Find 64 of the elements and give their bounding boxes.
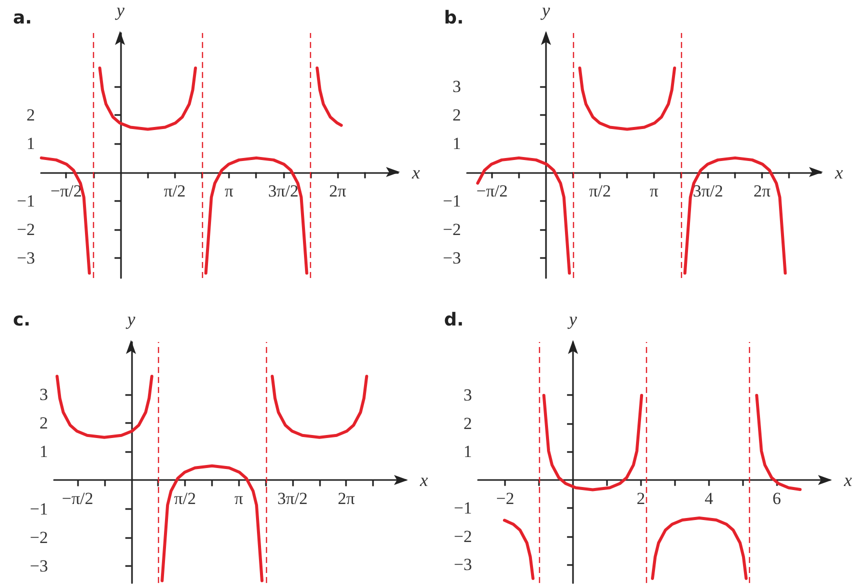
line-series	[476, 156, 571, 275]
line-series	[502, 518, 534, 580]
line-series	[270, 374, 368, 439]
y-tick-label: −3	[454, 555, 472, 574]
x-tick-label: −π/2	[476, 181, 508, 200]
y-tick-label: 1	[452, 134, 461, 154]
chart-title: d.	[444, 310, 464, 330]
y-tick-label: −2	[30, 528, 48, 547]
x-tick-label: −π/2	[62, 489, 94, 508]
y-tick-label: 2	[40, 414, 48, 433]
y-tick-label: −1	[30, 499, 48, 518]
line-series	[40, 156, 91, 275]
y-tick-label: −1	[442, 191, 461, 210]
x-tick-label: 3π/2	[692, 181, 724, 200]
y-axis-title: y	[567, 309, 578, 329]
y-tick-label: −2	[442, 220, 461, 240]
chart-title: c.	[13, 310, 31, 330]
y-axis-title: y	[125, 309, 136, 329]
y-tick-label: −1	[16, 191, 35, 210]
y-tick-label: 1	[40, 442, 48, 462]
y-tick-label: −2	[454, 526, 472, 546]
y-tick-label: 3	[464, 386, 472, 405]
x-tick-label: π	[224, 181, 234, 200]
y-tick-label: 2	[26, 105, 35, 124]
line-series	[578, 66, 676, 131]
line-series	[98, 66, 197, 131]
x-tick-label: −2	[496, 488, 514, 508]
y-tick-label: −3	[30, 556, 48, 576]
x-axis-title: x	[843, 470, 852, 490]
x-tick-label: 2	[636, 488, 646, 508]
x-tick-label: 2π	[329, 181, 347, 200]
y-tick-label: −2	[16, 220, 35, 240]
x-tick-label: π/2	[164, 181, 186, 200]
y-tick-label: −1	[454, 498, 472, 518]
x-tick-label: 2π	[338, 489, 356, 508]
y-axis-title: y	[114, 0, 124, 20]
x-tick-label: −π/2	[50, 181, 82, 200]
line-series	[316, 66, 343, 127]
x-tick-label: π	[234, 489, 244, 508]
line-series	[755, 394, 802, 491]
x-tick-label: 6	[772, 488, 781, 508]
y-axis-title: y	[540, 0, 550, 20]
x-tick-label: π/2	[589, 181, 611, 200]
line-series	[542, 394, 644, 492]
y-tick-label: 1	[26, 134, 35, 154]
x-tick-label: 2π	[753, 181, 771, 200]
x-tick-label: π	[650, 181, 659, 200]
chart-title: a.	[13, 8, 32, 28]
x-tick-label: π/2	[174, 489, 196, 508]
line-series	[56, 374, 154, 439]
y-tick-label: 2	[452, 105, 461, 124]
x-tick-label: 3π/2	[268, 181, 298, 200]
x-axis-title: x	[419, 470, 428, 490]
y-tick-label: −3	[16, 248, 35, 268]
y-tick-label: 2	[464, 414, 472, 433]
x-tick-label: 4	[704, 488, 714, 508]
chart-title: b.	[444, 8, 464, 28]
x-axis-title: x	[834, 162, 843, 182]
y-tick-label: 1	[464, 442, 472, 462]
y-tick-label: 3	[452, 76, 461, 96]
x-tick-label: 3π/2	[277, 489, 308, 508]
x-axis-title: x	[411, 162, 420, 182]
y-tick-label: 3	[40, 385, 48, 404]
y-tick-label: −3	[442, 248, 461, 268]
